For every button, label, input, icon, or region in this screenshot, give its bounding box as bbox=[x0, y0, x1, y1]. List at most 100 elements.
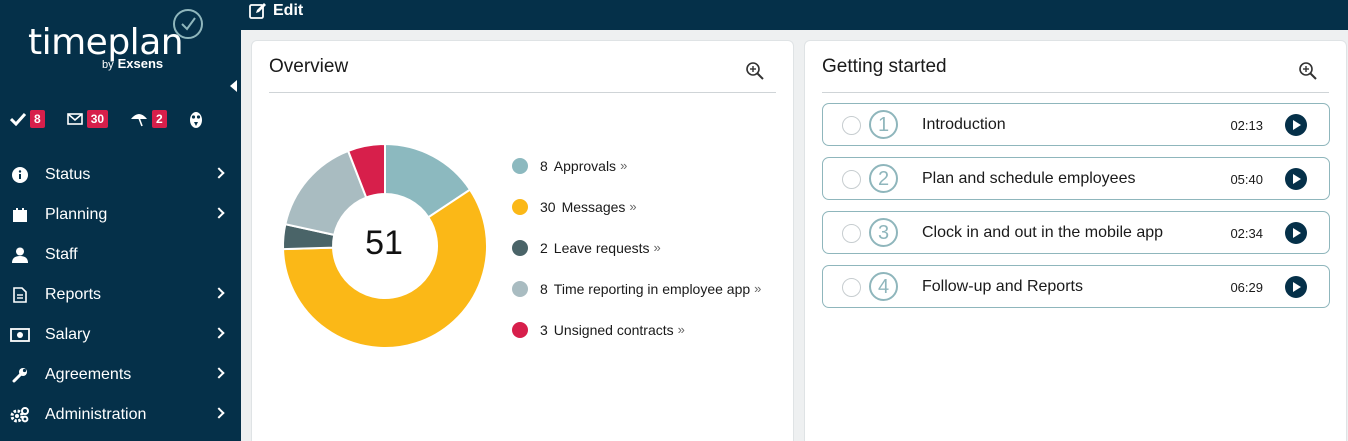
nav-label: Staff bbox=[45, 246, 78, 263]
info-icon bbox=[10, 165, 30, 185]
leave-count: 2 bbox=[152, 110, 167, 128]
getting-started-title: Getting started bbox=[822, 56, 947, 77]
chevron-right-icon bbox=[213, 207, 225, 219]
nav-label: Reports bbox=[45, 286, 102, 303]
nav-label: Status bbox=[45, 166, 91, 183]
legend-dot bbox=[512, 239, 528, 256]
lesson-item[interactable]: 1 Introduction 02:13 bbox=[822, 103, 1330, 146]
owl-icon bbox=[189, 112, 202, 128]
overview-title: Overview bbox=[269, 56, 349, 77]
legend-item-leave-requests[interactable]: 2 Leave requests » bbox=[512, 227, 761, 268]
zoom-in-icon[interactable] bbox=[1298, 61, 1318, 81]
lesson-number: 2 bbox=[869, 164, 898, 193]
clock-icon bbox=[173, 9, 203, 39]
chevron-right-icon bbox=[213, 167, 225, 179]
edit-label: Edit bbox=[273, 2, 304, 19]
calendar-icon bbox=[10, 205, 30, 225]
chevron-right-icon bbox=[213, 407, 225, 419]
legend-label: Unsigned contracts bbox=[553, 321, 674, 338]
nav-item-agreements[interactable]: Agreements bbox=[0, 355, 241, 395]
lesson-duration: 02:34 bbox=[1230, 226, 1263, 241]
edit-icon bbox=[249, 3, 266, 19]
getting-started-card: Getting started 1 Introduction 02:13 2 P… bbox=[804, 40, 1347, 441]
legend-dot bbox=[512, 280, 528, 297]
more-chevron-icon: » bbox=[754, 281, 762, 296]
legend-label: Approvals bbox=[553, 157, 617, 174]
overview-card: Overview 51 8 Approvals » 30 Messages » … bbox=[251, 40, 794, 441]
envelope-icon bbox=[66, 113, 83, 125]
play-icon[interactable] bbox=[1285, 168, 1307, 190]
legend-label: Leave requests bbox=[553, 239, 650, 256]
wrench-icon bbox=[10, 365, 30, 385]
lesson-number: 1 bbox=[869, 110, 898, 139]
card-divider bbox=[269, 92, 776, 93]
legend-count: 8 bbox=[540, 157, 548, 174]
nav-item-salary[interactable]: Salary bbox=[0, 315, 241, 355]
logo-byline: by Exsens bbox=[102, 56, 164, 71]
legend-dot bbox=[512, 321, 528, 338]
lesson-number: 3 bbox=[869, 218, 898, 247]
chevron-right-icon bbox=[213, 287, 225, 299]
lesson-checkbox[interactable] bbox=[842, 224, 861, 243]
sidebar: timeplan by Exsens 8 30 2 Status bbox=[0, 0, 241, 441]
play-icon[interactable] bbox=[1285, 222, 1307, 244]
zoom-in-icon[interactable] bbox=[745, 61, 765, 81]
legend-label: Time reporting in employee app bbox=[553, 280, 751, 297]
nav-item-planning[interactable]: Planning bbox=[0, 195, 241, 235]
collapse-sidebar-icon[interactable] bbox=[230, 80, 237, 92]
legend-count: 2 bbox=[540, 239, 548, 256]
card-divider bbox=[822, 92, 1329, 93]
lesson-duration: 06:29 bbox=[1230, 280, 1263, 295]
donut-slice-unsigned-contracts[interactable] bbox=[346, 142, 386, 199]
document-icon bbox=[10, 285, 30, 305]
lesson-title: Follow-up and Reports bbox=[922, 278, 1083, 295]
nav-item-status[interactable]: Status bbox=[0, 155, 241, 195]
more-chevron-icon: » bbox=[653, 240, 661, 255]
legend-item-unsigned-contracts[interactable]: 3 Unsigned contracts » bbox=[512, 309, 761, 350]
lesson-item[interactable]: 3 Clock in and out in the mobile app 02:… bbox=[822, 211, 1330, 254]
check-icon bbox=[10, 112, 26, 126]
leave-badge[interactable]: 2 bbox=[130, 110, 167, 128]
user-icon bbox=[10, 245, 30, 265]
lesson-duration: 02:13 bbox=[1230, 118, 1263, 133]
main-nav: Status Planning Staff Reports Salary Agr… bbox=[0, 155, 241, 435]
donut-slice-messages[interactable] bbox=[282, 188, 488, 349]
edit-button[interactable]: Edit bbox=[249, 2, 303, 20]
nav-label: Planning bbox=[45, 206, 108, 223]
lesson-checkbox[interactable] bbox=[842, 116, 861, 135]
lesson-item[interactable]: 4 Follow-up and Reports 06:29 bbox=[822, 265, 1330, 308]
lesson-duration: 05:40 bbox=[1230, 172, 1263, 187]
logo[interactable]: timeplan by Exsens bbox=[28, 6, 208, 76]
nav-item-staff[interactable]: Staff bbox=[0, 235, 241, 275]
notification-badges: 8 30 2 bbox=[10, 109, 225, 129]
lesson-item[interactable]: 2 Plan and schedule employees 05:40 bbox=[822, 157, 1330, 200]
more-chevron-icon: » bbox=[629, 199, 637, 214]
legend-item-time-reporting[interactable]: 8 Time reporting in employee app » bbox=[512, 268, 761, 309]
nav-label: Agreements bbox=[45, 366, 132, 383]
legend-item-approvals[interactable]: 8 Approvals » bbox=[512, 145, 761, 186]
approvals-badge[interactable]: 8 bbox=[10, 110, 45, 128]
play-icon[interactable] bbox=[1285, 276, 1307, 298]
chevron-right-icon bbox=[213, 327, 225, 339]
lesson-title: Plan and schedule employees bbox=[922, 170, 1136, 187]
legend-count: 8 bbox=[540, 280, 548, 297]
owl-button[interactable] bbox=[189, 109, 203, 129]
nav-label: Administration bbox=[45, 406, 147, 423]
lesson-title: Introduction bbox=[922, 116, 1006, 133]
legend-count: 30 bbox=[540, 198, 556, 215]
lesson-title: Clock in and out in the mobile app bbox=[922, 224, 1164, 241]
messages-count: 30 bbox=[86, 110, 109, 128]
overview-legend: 8 Approvals » 30 Messages » 2 Leave requ… bbox=[512, 145, 761, 350]
play-icon[interactable] bbox=[1285, 114, 1307, 136]
messages-badge[interactable]: 30 bbox=[66, 110, 109, 128]
legend-item-messages[interactable]: 30 Messages » bbox=[512, 186, 761, 227]
more-chevron-icon: » bbox=[620, 158, 628, 173]
more-chevron-icon: » bbox=[677, 322, 685, 337]
nav-item-reports[interactable]: Reports bbox=[0, 275, 241, 315]
nav-label: Salary bbox=[45, 326, 91, 343]
chevron-right-icon bbox=[213, 367, 225, 379]
nav-item-administration[interactable]: Administration bbox=[0, 395, 241, 435]
top-toolbar: Edit bbox=[241, 0, 1348, 30]
lesson-checkbox[interactable] bbox=[842, 170, 861, 189]
lesson-checkbox[interactable] bbox=[842, 278, 861, 297]
